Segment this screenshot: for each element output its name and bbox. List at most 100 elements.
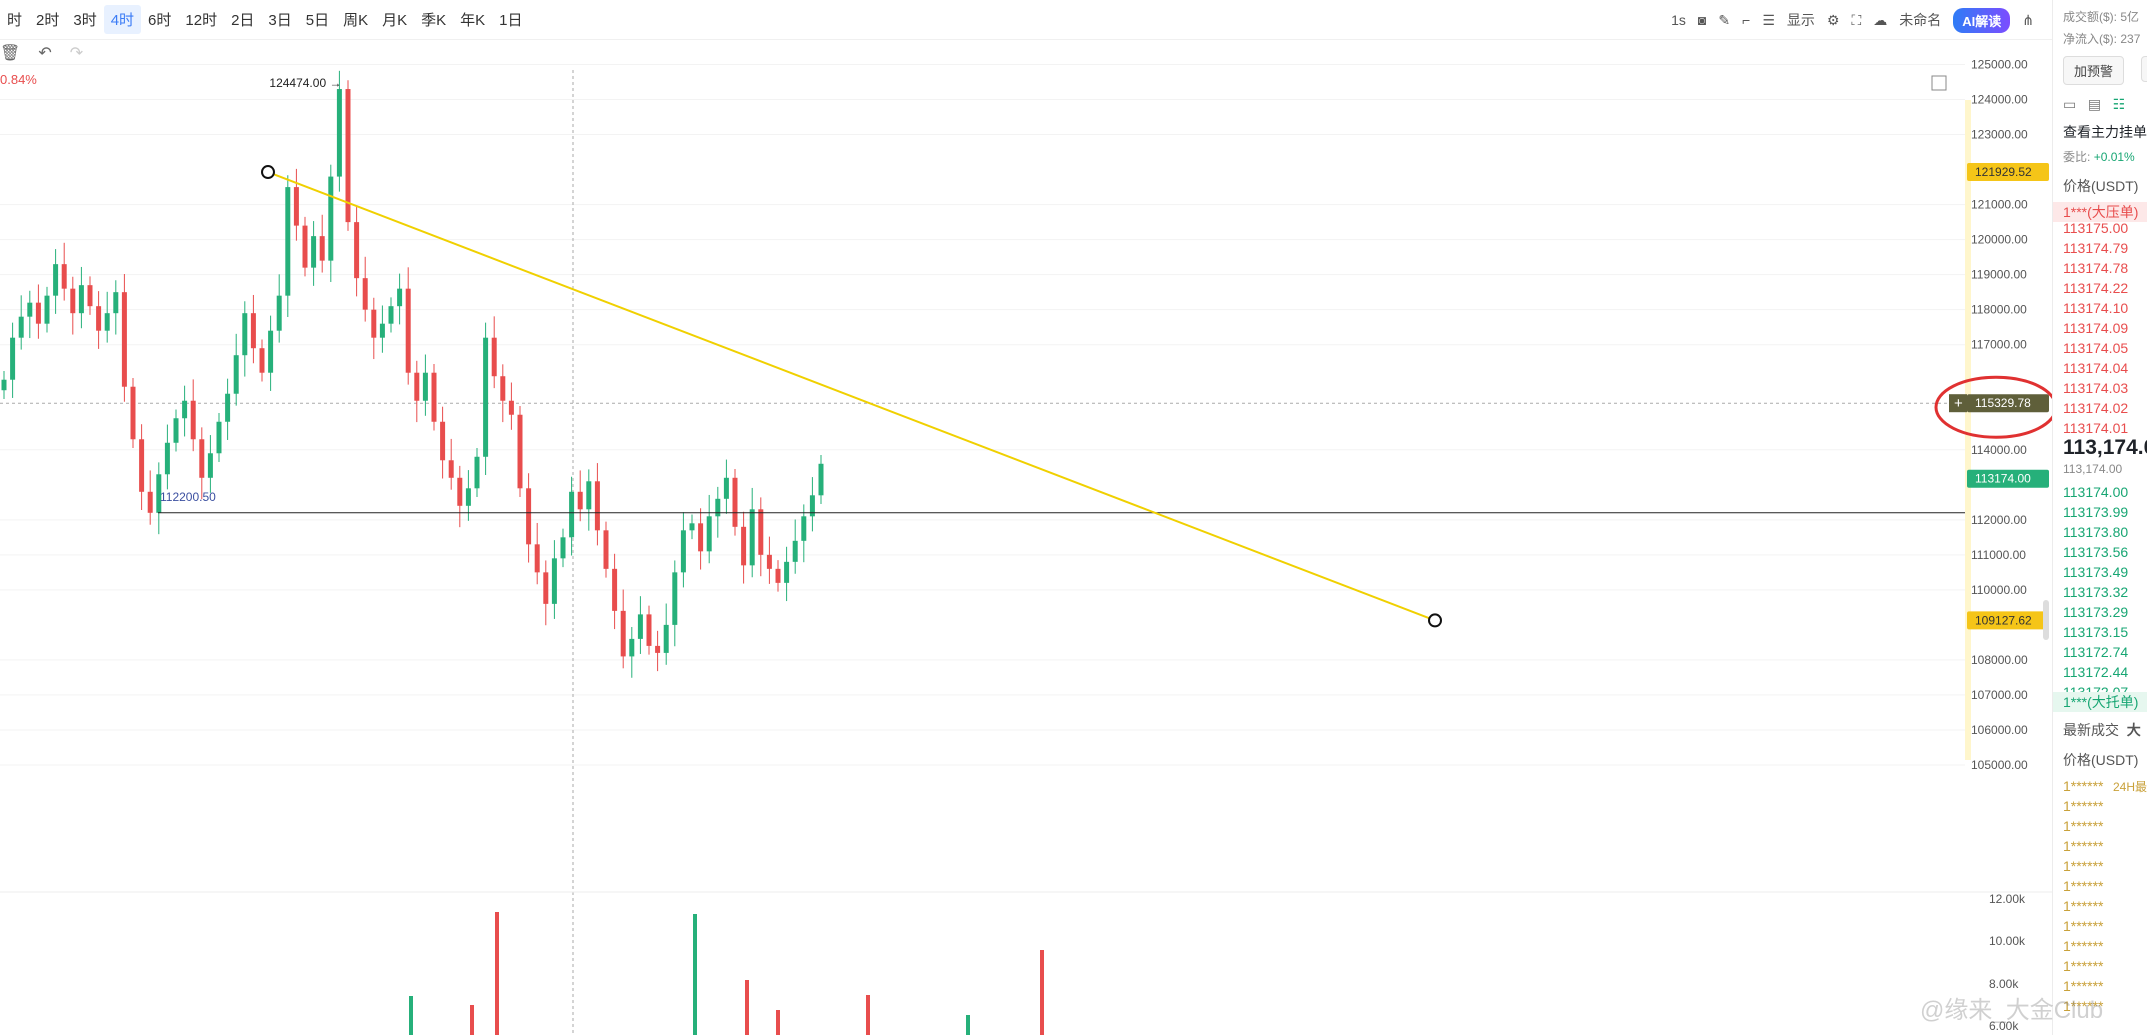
interval-1[interactable]: 2时 (36, 12, 60, 29)
candle-body[interactable] (302, 225, 308, 268)
candle-body[interactable] (242, 313, 248, 356)
side-panel-collapse-handle[interactable] (2043, 600, 2049, 640)
ai-analysis-button[interactable]: AI解读 (1953, 7, 2011, 33)
candle-body[interactable] (371, 309, 377, 338)
candle-body[interactable] (61, 264, 67, 289)
display-button[interactable]: 显示 (1786, 12, 1815, 28)
interval-3[interactable]: 4时 (103, 5, 142, 34)
candle-body[interactable] (225, 393, 231, 422)
asks-row[interactable]: 113174.05 (2063, 340, 2129, 356)
candle-body[interactable] (809, 495, 815, 517)
interval-12[interactable]: 年K (460, 12, 486, 29)
candle-body[interactable] (293, 187, 299, 226)
candle-body[interactable] (577, 491, 583, 510)
candle-body[interactable] (311, 236, 317, 268)
candle-body[interactable] (164, 442, 170, 475)
trendline[interactable] (267, 171, 1436, 622)
price-chart[interactable]: 125000.00 124000.00 123000.00 121000.00 1200… (0, 40, 2052, 1035)
candle-body[interactable] (758, 509, 764, 555)
undo-icon[interactable]: ↶ (38, 45, 52, 62)
trades-row[interactable]: 1****** (2063, 858, 2104, 874)
candle-body[interactable] (362, 278, 368, 310)
interval-10[interactable]: 月K (382, 12, 408, 29)
candle-body[interactable] (53, 264, 59, 296)
candle-body[interactable] (336, 89, 342, 177)
candle-body[interactable] (723, 477, 729, 499)
candle-body[interactable] (139, 439, 145, 492)
candle-body[interactable] (78, 285, 84, 314)
asks-row[interactable]: 113174.02 (2063, 400, 2129, 416)
trades-row[interactable]: 1****** (2063, 798, 2104, 814)
redo-icon[interactable]: ↷ (69, 45, 84, 62)
candle-body[interactable] (491, 337, 497, 377)
candle-body[interactable] (637, 614, 643, 639)
candle-body[interactable] (646, 614, 652, 646)
trades-row[interactable]: 1****** (2063, 818, 2104, 834)
asks-row[interactable]: 113174.22 (2063, 280, 2129, 296)
candle-body[interactable] (792, 540, 798, 562)
candle-body[interactable] (474, 456, 480, 489)
add-alert-button[interactable]: 加预警 (2063, 56, 2125, 85)
trades-row[interactable]: 1****** (2063, 918, 2104, 934)
plus-icon[interactable]: + (1954, 395, 1963, 412)
candle-body[interactable] (27, 302, 33, 317)
candle-body[interactable] (345, 89, 351, 223)
candle-body[interactable] (156, 474, 162, 513)
layout-name-dropdown[interactable]: 未命名 (1899, 12, 1942, 28)
speed-toggle[interactable]: 1s (1671, 12, 1686, 28)
gear-icon[interactable]: ⚙ (1826, 11, 1840, 28)
crosshair-plus-button[interactable] (1949, 394, 1967, 413)
candle-body[interactable] (801, 516, 807, 541)
asks-row[interactable]: 113174.78 (2063, 260, 2129, 276)
candle-body[interactable] (749, 509, 755, 566)
tab-latest-trades[interactable]: 最新成交 大 (2063, 722, 2141, 738)
trendline-handle-start[interactable] (261, 165, 275, 180)
candle-body[interactable] (431, 372, 437, 422)
share-icon[interactable]: ⋔ (2022, 11, 2034, 28)
candle-body[interactable] (741, 526, 747, 566)
indicator-icon[interactable]: ⌐ (1742, 12, 1751, 28)
trades-row[interactable]: 1****** (2063, 978, 2104, 994)
trendline-handle-end[interactable] (1428, 613, 1442, 628)
candle-body[interactable] (182, 400, 188, 419)
candle-body[interactable] (766, 554, 772, 569)
candle-body[interactable] (663, 624, 669, 653)
bids-row[interactable]: 113173.15 (2063, 624, 2129, 640)
candle-body[interactable] (259, 348, 265, 373)
candle-body[interactable] (113, 292, 119, 314)
candle-body[interactable] (319, 236, 325, 261)
trash-icon[interactable]: 🗑 (0, 45, 21, 62)
bids-row[interactable]: 113173.56 (2063, 544, 2129, 560)
candle-body[interactable] (448, 460, 454, 478)
candle-body[interactable] (388, 306, 394, 324)
interval-11[interactable]: 季K (421, 12, 447, 29)
bids-row[interactable]: 113172.74 (2063, 644, 2129, 660)
candle-body[interactable] (603, 530, 609, 569)
candle-body[interactable] (207, 453, 213, 478)
candle-body[interactable] (96, 306, 102, 331)
candle-body[interactable] (35, 302, 41, 324)
bids-row[interactable]: 113174.00 (2063, 484, 2129, 500)
bids-row[interactable]: 113172.44 (2063, 664, 2129, 680)
interval-2[interactable]: 3时 (73, 12, 97, 29)
bids-row[interactable]: 113173.80 (2063, 524, 2129, 540)
candle-body[interactable] (517, 414, 523, 489)
candle-body[interactable] (104, 313, 110, 331)
asks-row[interactable]: 113174.79 (2063, 240, 2129, 256)
candle-body[interactable] (569, 491, 575, 538)
candle-body[interactable] (594, 481, 600, 531)
candle-body[interactable] (732, 477, 738, 527)
candle-body[interactable] (715, 498, 721, 517)
candle-body[interactable] (190, 400, 196, 440)
candle-body[interactable] (818, 463, 824, 496)
candle-body[interactable] (551, 558, 557, 604)
candle-body[interactable] (689, 523, 695, 531)
candle-body[interactable] (44, 295, 50, 324)
candle-body[interactable] (328, 176, 334, 261)
fullscreen-icon[interactable]: ⛶ (1851, 11, 1862, 28)
cloud-icon[interactable]: ☁ (1873, 11, 1888, 28)
interval-13[interactable]: 1日 (499, 12, 523, 29)
candle-body[interactable] (397, 288, 403, 307)
interval-0[interactable]: 时 (7, 12, 23, 29)
candle-body[interactable] (18, 316, 24, 338)
